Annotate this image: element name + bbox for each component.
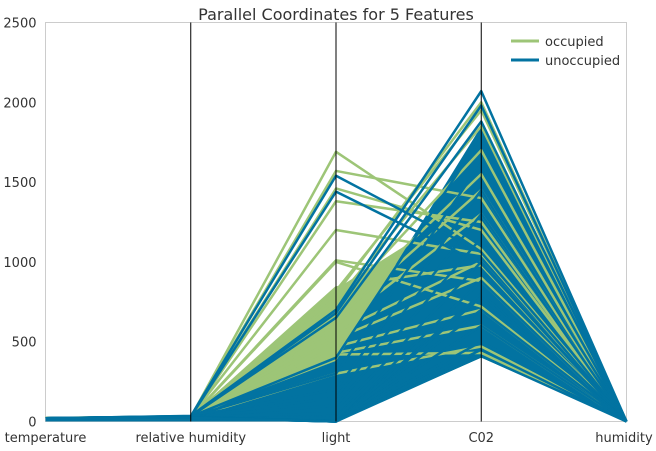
y-tick-label: 2000 <box>3 96 36 111</box>
y-tick-label: 500 <box>12 336 37 351</box>
chart-title: Parallel Coordinates for 5 Features <box>198 5 474 24</box>
x-tick-label-4: humidity <box>595 431 653 446</box>
y-tick-label: 1500 <box>3 176 36 191</box>
x-axis-ticks: temperature relative humidity light C02 humi… <box>5 431 653 446</box>
y-axis-ticks: 0 500 1000 1500 2000 2500 <box>3 17 36 431</box>
x-tick-label-2: light <box>322 431 351 446</box>
x-tick-label-3: C02 <box>468 431 494 446</box>
legend-occupied-label: occupied <box>545 35 604 50</box>
y-tick-label: 2500 <box>3 17 36 32</box>
legend-unoccupied-label: unoccupied <box>545 54 620 69</box>
x-tick-label-0: temperature <box>5 431 87 446</box>
y-tick-label: 0 <box>28 416 36 431</box>
legend: occupied unoccupied <box>511 35 620 69</box>
feature-axes <box>190 22 482 422</box>
y-tick-label: 1000 <box>3 256 36 271</box>
x-tick-label-1: relative humidity <box>135 431 246 446</box>
